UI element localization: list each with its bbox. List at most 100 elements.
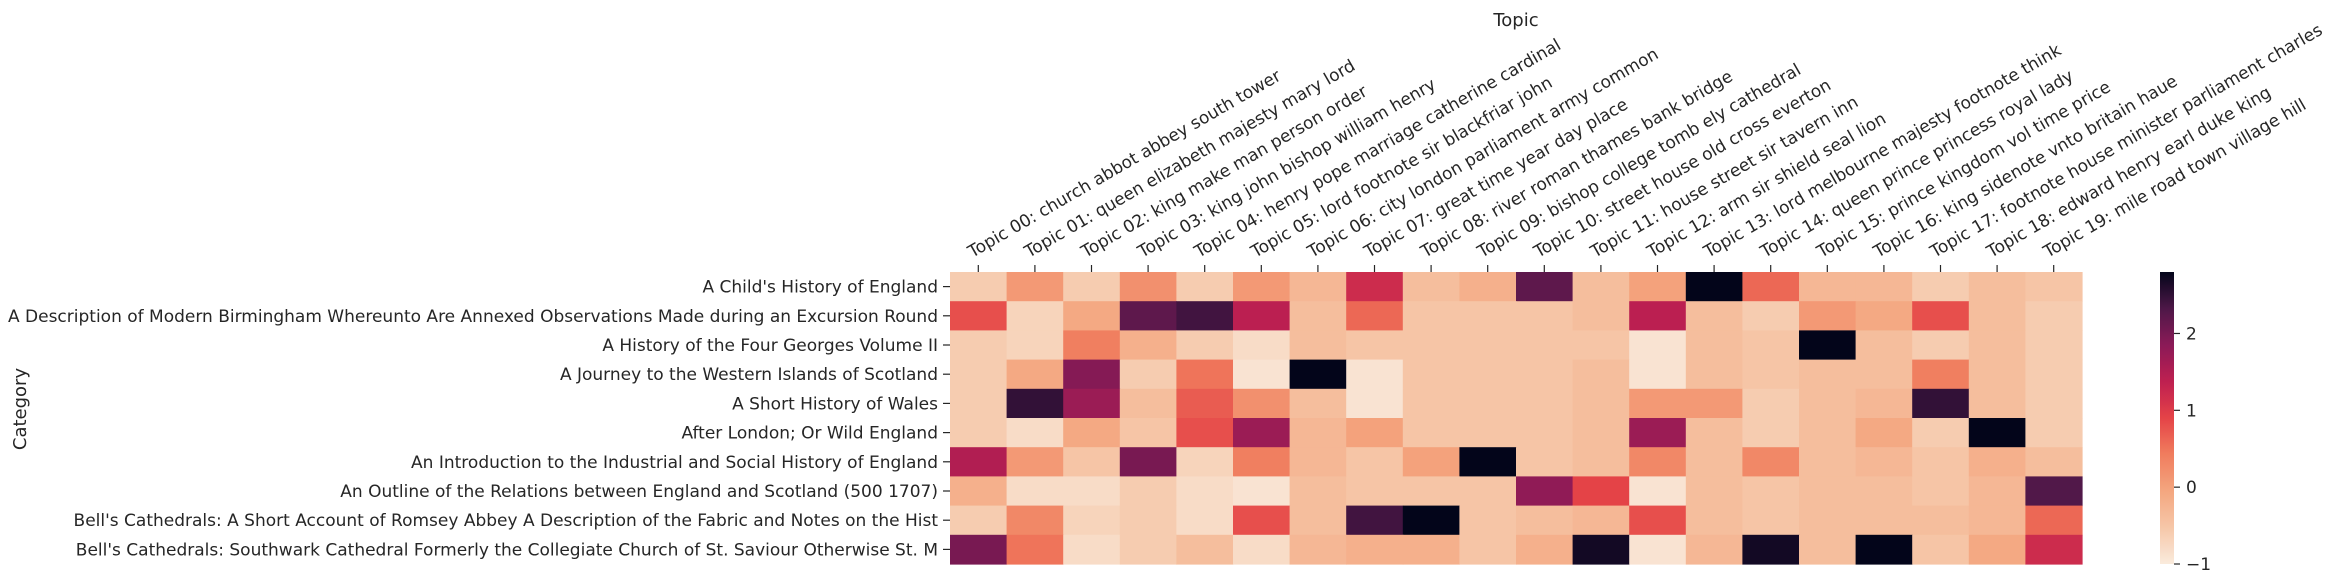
heatmap-cell <box>1685 272 1743 302</box>
heatmap-cell <box>1685 418 1743 448</box>
heatmap-cell <box>1459 330 1517 361</box>
heatmap-cell <box>1742 272 1800 302</box>
heatmap-cell <box>1063 272 1121 302</box>
y-tick-label: A Child's History of England <box>702 278 938 298</box>
heatmap-cell <box>1742 388 1800 419</box>
heatmap-cell <box>1742 359 1800 390</box>
heatmap-cell <box>1516 534 1574 565</box>
heatmap-cell <box>1799 534 1857 565</box>
heatmap-cell <box>1685 359 1743 390</box>
colorbar-gradient <box>2160 272 2174 564</box>
heatmap-cell <box>1912 418 1970 448</box>
heatmap-cell <box>1119 359 1177 390</box>
colorbar-tick-label: 0 <box>2186 478 2197 498</box>
heatmap-cell <box>2025 505 2083 536</box>
x-tick-label: Topic 17: footnote house minister parlia… <box>1926 20 2326 263</box>
heatmap-cell <box>1799 359 1857 390</box>
heatmap-cell <box>1912 505 1970 536</box>
heatmap-cell <box>1346 505 1404 536</box>
y-tick-label: Bell's Cathedrals: A Short Account of Ro… <box>74 511 939 531</box>
heatmap-cell <box>1799 447 1857 477</box>
heatmap-cell <box>1006 476 1064 507</box>
heatmap-cell <box>1912 388 1970 419</box>
heatmap-cell <box>1459 505 1517 536</box>
heatmap-cell <box>1968 301 2026 331</box>
heatmap-cell <box>950 447 1008 477</box>
heatmap-cell <box>1685 301 1743 331</box>
heatmap-cell <box>1516 505 1574 536</box>
heatmap-cell <box>1855 388 1913 419</box>
heatmap-cell <box>1063 476 1121 507</box>
y-tick-label: Bell's Cathedrals: Southwark Cathedral F… <box>76 540 938 560</box>
heatmap-cell <box>1289 359 1347 390</box>
heatmap-cell <box>2025 330 2083 361</box>
x-axis-title: Topic <box>1492 10 1538 31</box>
heatmap-cell <box>1176 505 1234 536</box>
heatmap-cell <box>1119 272 1177 302</box>
heatmap-cell <box>1572 505 1630 536</box>
heatmap-cell <box>1346 418 1404 448</box>
heatmap-cell <box>1799 388 1857 419</box>
heatmap-cell <box>1233 301 1291 331</box>
heatmap-cell <box>1572 388 1630 419</box>
colorbar-tick-label: −1 <box>2186 555 2211 575</box>
heatmap-cell <box>1742 447 1800 477</box>
heatmap-cell <box>1516 388 1574 419</box>
heatmap-cell <box>1063 359 1121 390</box>
heatmap-cell <box>1176 301 1234 331</box>
heatmap-cell <box>1968 359 2026 390</box>
heatmap-cell <box>1119 418 1177 448</box>
heatmap-cell <box>1629 418 1687 448</box>
colorbar: −1 0 1 2 <box>2160 272 2211 575</box>
heatmap-cell <box>1006 418 1064 448</box>
heatmap-cell <box>950 359 1008 390</box>
y-tick-label: A History of the Four Georges Volume II <box>602 336 938 356</box>
heatmap-cell <box>1516 301 1574 331</box>
heatmap-cell <box>1968 418 2026 448</box>
heatmap-cell <box>1459 447 1517 477</box>
y-axis-title: Category <box>10 368 31 451</box>
heatmap-cell <box>1799 418 1857 448</box>
heatmap-cell <box>1572 476 1630 507</box>
heatmap-cell <box>1289 476 1347 507</box>
y-tick-label: A Short History of Wales <box>732 394 938 414</box>
heatmap-cell <box>1459 418 1517 448</box>
heatmap-cell <box>1176 330 1234 361</box>
heatmap-cell <box>1685 447 1743 477</box>
heatmap-cell <box>1006 505 1064 536</box>
heatmap-cell <box>1176 388 1234 419</box>
heatmap-cell <box>1063 301 1121 331</box>
heatmap-cell <box>1176 476 1234 507</box>
heatmap-cell <box>1063 388 1121 419</box>
heatmap-cell <box>1459 272 1517 302</box>
heatmap-cell <box>1402 359 1460 390</box>
heatmap-cell <box>1346 330 1404 361</box>
heatmap-cell <box>1346 388 1404 419</box>
heatmap-cell <box>1516 447 1574 477</box>
heatmap-cell <box>1629 388 1687 419</box>
heatmap-cell <box>1402 505 1460 536</box>
heatmap-cell <box>1233 447 1291 477</box>
y-tick-labels: A Child's History of England A Descriptio… <box>8 278 950 560</box>
heatmap-cell <box>1289 418 1347 448</box>
heatmap-cell <box>1233 418 1291 448</box>
heatmap-cell <box>1572 418 1630 448</box>
heatmap-cell <box>1459 476 1517 507</box>
heatmap-cell <box>1912 330 1970 361</box>
heatmap-cell <box>1742 301 1800 331</box>
heatmap-cell <box>950 272 1008 302</box>
heatmap-cell <box>1629 330 1687 361</box>
heatmap-cell <box>1119 505 1177 536</box>
heatmap-cell <box>1572 330 1630 361</box>
heatmap-cell <box>1006 534 1064 565</box>
heatmap-cell <box>1742 505 1800 536</box>
heatmap-cell <box>1289 534 1347 565</box>
heatmap-cell <box>1629 505 1687 536</box>
heatmap-cell <box>1912 301 1970 331</box>
heatmap-cell <box>1912 447 1970 477</box>
heatmap-cell <box>1799 330 1857 361</box>
heatmap-cell <box>1063 330 1121 361</box>
heatmap-cell <box>1629 447 1687 477</box>
heatmap-cell <box>2025 359 2083 390</box>
